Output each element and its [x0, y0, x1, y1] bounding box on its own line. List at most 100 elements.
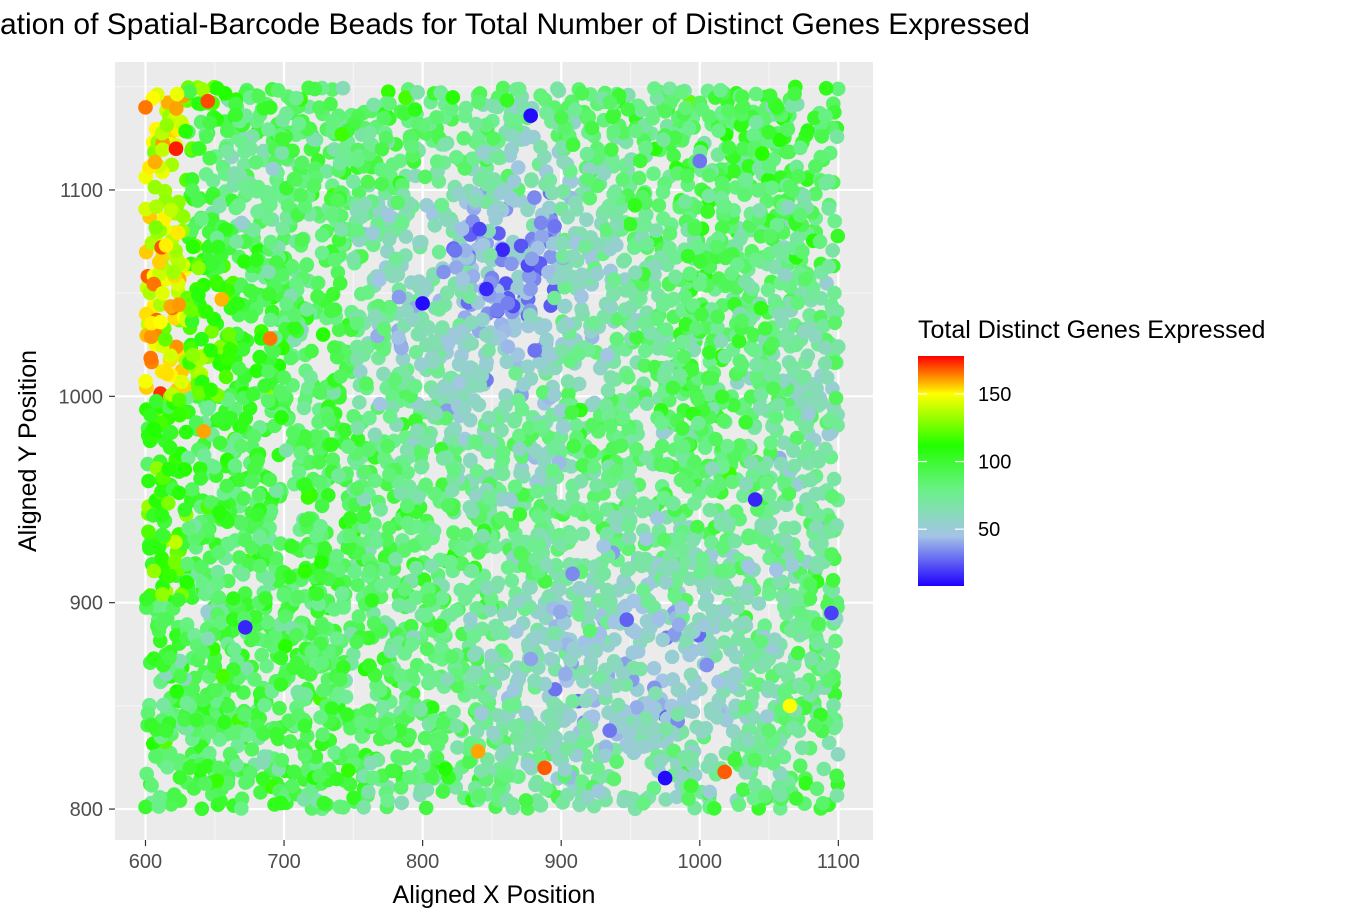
data-point: [746, 710, 761, 725]
data-point: [466, 628, 482, 644]
data-point: [167, 554, 183, 569]
data-point: [286, 307, 302, 323]
data-point: [314, 498, 330, 514]
data-point: [285, 425, 301, 441]
data-point: [274, 753, 290, 768]
data-point: [276, 387, 291, 402]
data-point: [797, 271, 813, 287]
data-point: [727, 534, 743, 549]
data-point: [141, 473, 156, 489]
data-point: [738, 172, 754, 188]
data-point: [273, 536, 288, 551]
data-point: [484, 648, 499, 664]
data-point: [608, 510, 624, 525]
data-point: [730, 600, 745, 616]
data-point: [530, 240, 546, 256]
data-point: [143, 407, 158, 423]
data-point: [316, 795, 332, 811]
data-point: [687, 454, 702, 470]
data-point: [826, 471, 842, 487]
data-point: [424, 770, 440, 786]
data-point: [155, 286, 170, 301]
data-point: [528, 552, 543, 567]
data-point: [263, 503, 279, 519]
data-point: [367, 427, 383, 443]
data-point: [821, 201, 836, 216]
data-point: [429, 110, 444, 125]
data-point: [138, 799, 153, 815]
data-point: [631, 98, 647, 114]
data-point: [676, 349, 692, 365]
data-point: [297, 747, 313, 763]
data-point: [785, 557, 800, 573]
data-point: [530, 720, 546, 736]
data-point: [670, 707, 686, 722]
data-point: [602, 241, 618, 257]
data-point: [203, 343, 218, 358]
data-point: [259, 658, 274, 674]
data-point: [507, 414, 522, 429]
data-point: [248, 609, 263, 625]
data-point: [324, 701, 340, 716]
data-point: [184, 172, 200, 187]
data-point: [486, 98, 502, 114]
data-point: [450, 678, 466, 694]
data-point: [585, 709, 601, 724]
data-point: [781, 199, 796, 215]
data-point: [449, 150, 464, 165]
data-point: [449, 603, 464, 618]
data-point: [474, 705, 490, 721]
data-point: [417, 730, 433, 746]
data-point: [733, 117, 749, 133]
data-point: [761, 124, 777, 140]
data-point: [235, 342, 251, 357]
data-point: [726, 163, 741, 179]
data-point: [229, 234, 244, 249]
data-point: [511, 269, 526, 285]
data-point: [226, 642, 242, 657]
data-point: [291, 116, 307, 131]
data-point: [815, 796, 831, 811]
data-point: [261, 264, 276, 280]
data-point: [427, 218, 443, 233]
data-point: [566, 641, 581, 657]
data-point: [497, 743, 512, 758]
data-point: [810, 508, 826, 523]
data-point: [394, 795, 410, 811]
data-point: [316, 683, 331, 698]
data-point: [596, 538, 611, 554]
data-point: [155, 527, 170, 543]
data-point: [828, 633, 843, 649]
data-point: [448, 260, 464, 275]
data-point: [738, 415, 753, 430]
data-point: [380, 793, 396, 808]
data-point: [330, 193, 345, 208]
data-point: [697, 596, 713, 612]
data-point: [819, 276, 834, 291]
data-point: [195, 82, 210, 97]
data-point: [427, 486, 443, 502]
data-point: [491, 150, 507, 166]
data-point: [248, 155, 264, 170]
data-point: [590, 761, 605, 776]
data-point: [727, 752, 742, 768]
data-point: [689, 321, 704, 336]
data-point: [142, 541, 157, 556]
data-point: [285, 143, 300, 159]
data-point: [154, 483, 170, 499]
data-point: [710, 320, 725, 336]
data-point: [263, 312, 278, 328]
data-point: [387, 372, 402, 388]
data-point: [747, 752, 762, 768]
data-point: [334, 586, 350, 601]
data-point: [533, 419, 548, 434]
data-point: [444, 101, 459, 117]
data-point: [606, 287, 621, 303]
data-point: [349, 315, 365, 331]
data-point: [422, 674, 437, 689]
data-point: [243, 141, 259, 156]
data-point: [374, 176, 390, 192]
data-point: [682, 751, 698, 766]
data-point: [153, 314, 168, 330]
data-point: [677, 553, 692, 568]
